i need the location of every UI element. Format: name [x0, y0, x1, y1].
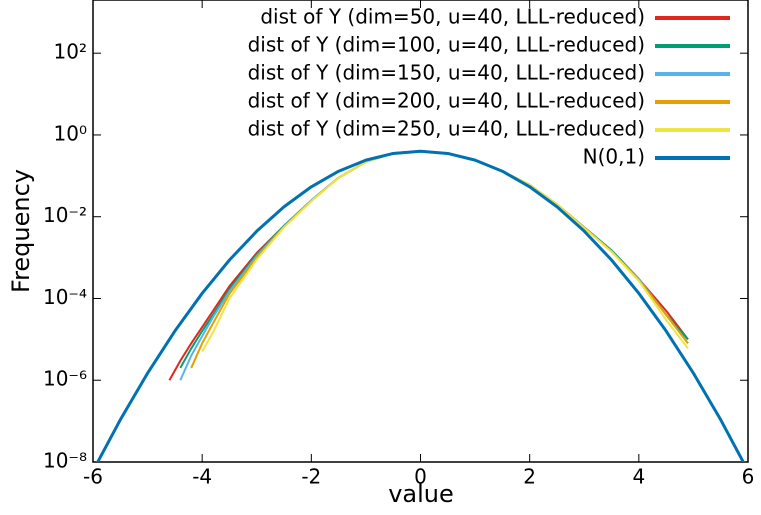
legend-label: dist of Y (dim=200, u=40, LLL-reduced) — [248, 89, 645, 113]
series-line — [96, 149, 745, 462]
series-line — [179, 150, 689, 381]
legend-label: N(0,1) — [583, 145, 645, 169]
legend-label: dist of Y (dim=50, u=40, LLL-reduced) — [260, 5, 645, 29]
x-tick-label: 4 — [632, 465, 645, 489]
series-line — [201, 150, 689, 353]
x-axis-label: value — [388, 480, 454, 508]
plot-area — [96, 149, 745, 462]
legend-label: dist of Y (dim=150, u=40, LLL-reduced) — [248, 61, 645, 85]
y-axis-label: Frequency — [7, 169, 35, 293]
legend-label: dist of Y (dim=250, u=40, LLL-reduced) — [248, 117, 645, 141]
x-tick-label: -4 — [192, 465, 212, 489]
y-tick-label: 10⁰ — [54, 121, 87, 145]
legend-label: dist of Y (dim=100, u=40, LLL-reduced) — [248, 33, 645, 57]
x-tick-label: -6 — [83, 465, 103, 489]
y-tick-label: 10⁻⁶ — [43, 367, 87, 391]
y-tick-label: 10⁻⁸ — [43, 449, 87, 473]
x-tick-label: 6 — [742, 465, 755, 489]
series-line — [190, 150, 689, 369]
x-tick-label: -2 — [301, 465, 321, 489]
y-tick-label: 10² — [54, 40, 87, 64]
y-tick-label: 10⁻² — [43, 203, 87, 227]
y-tick-label: 10⁻⁴ — [43, 285, 87, 309]
x-tick-label: 0 — [414, 465, 427, 489]
x-tick-label: 2 — [523, 465, 536, 489]
